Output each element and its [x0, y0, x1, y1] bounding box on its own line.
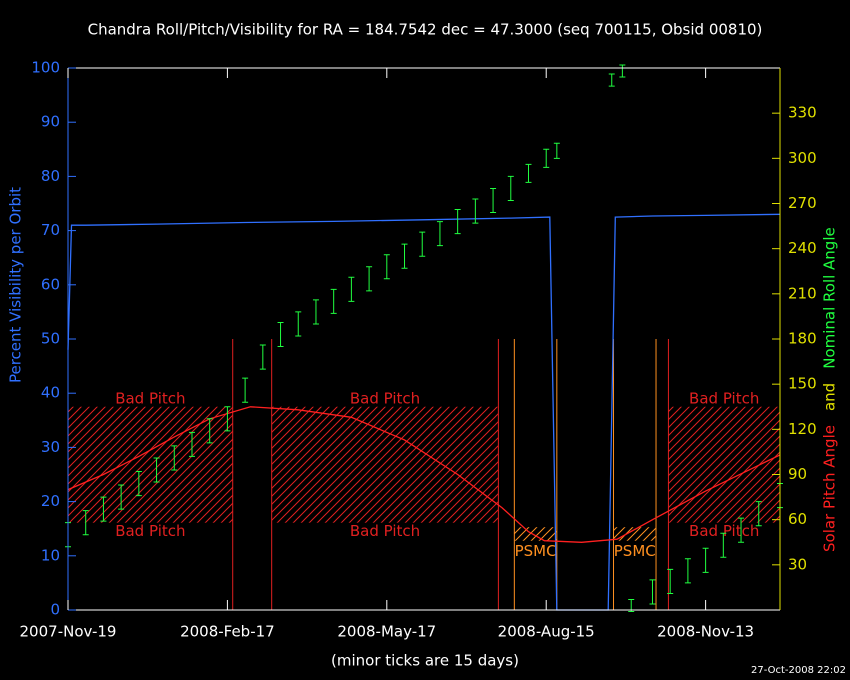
series-line [67, 406, 781, 543]
error-bar [619, 64, 626, 78]
y2-tick-label: 180 [788, 330, 817, 348]
error-bar [667, 568, 674, 594]
error-bar [401, 243, 408, 269]
y-tick-label: 90 [41, 113, 60, 131]
error-bar [684, 558, 691, 584]
y2-tick-label: 210 [788, 284, 817, 302]
region-label: Bad Pitch [350, 522, 420, 540]
y2-tick-label: 330 [788, 104, 817, 122]
error-bar [436, 221, 443, 247]
region-label: Bad Pitch [350, 389, 420, 407]
error-bar [608, 73, 615, 87]
error-bar [312, 299, 319, 325]
x-tick-label: 2008-Feb-17 [180, 623, 275, 641]
chart-title: Chandra Roll/Pitch/Visibility for RA = 1… [88, 21, 763, 39]
region-label: Bad Pitch [689, 522, 759, 540]
error-bar [171, 445, 178, 471]
timestamp: 27-Oct-2008 22:02 [751, 665, 846, 676]
y2-tick-label: 240 [788, 239, 817, 257]
error-bar [206, 418, 213, 444]
y2-axis-label: Solar Pitch Angle [821, 425, 839, 552]
error-bar [553, 142, 560, 159]
error-bar [507, 175, 514, 201]
x-tick-label: 2008-Nov-13 [657, 623, 754, 641]
region [68, 406, 233, 523]
region-label: Bad Pitch [115, 522, 185, 540]
y2-tick-label: 270 [788, 194, 817, 212]
x-axis-label: (minor ticks are 15 days) [331, 652, 519, 670]
error-bar [242, 377, 249, 403]
x-tick-label: 2008-Aug-15 [498, 623, 595, 641]
error-bar [738, 517, 745, 543]
error-bar [543, 148, 550, 168]
series-line [67, 213, 781, 611]
y-tick-label: 50 [41, 330, 60, 348]
error-bar [628, 598, 635, 613]
error-bar [755, 501, 762, 527]
region-label: Bad Pitch [115, 389, 185, 407]
error-bar [419, 231, 426, 257]
y-axis-label: Percent Visibility per Orbit [7, 187, 25, 383]
error-bar [188, 431, 195, 457]
y-tick-label: 10 [41, 546, 60, 564]
error-bar [224, 406, 231, 432]
error-bar [135, 470, 142, 497]
y-tick-label: 30 [41, 438, 60, 456]
x-tick-label: 2007-Nov-19 [20, 623, 117, 641]
error-bar [702, 547, 709, 573]
y-tick-label: 40 [41, 384, 60, 402]
error-bar [82, 510, 89, 536]
y-tick-label: 20 [41, 492, 60, 510]
y-tick-label: 0 [50, 601, 60, 619]
y-tick-label: 80 [41, 167, 60, 185]
error-bar [472, 198, 479, 224]
x-tick-label: 2008-May-17 [337, 623, 436, 641]
error-bar [649, 579, 656, 605]
y-tick-label: 70 [41, 221, 60, 239]
error-bar [490, 187, 497, 214]
y2-axis-label: and [821, 383, 839, 411]
error-bar [454, 209, 461, 235]
region [613, 527, 657, 541]
region-label: Bad Pitch [689, 389, 759, 407]
error-bar [720, 532, 727, 558]
y2-tick-label: 300 [788, 149, 817, 167]
error-bar [118, 484, 125, 510]
error-bar [366, 266, 373, 292]
error-bar [525, 163, 532, 183]
error-bar [259, 344, 266, 370]
region-label: PSMC [614, 542, 656, 560]
error-bar [348, 276, 355, 302]
error-bar [153, 457, 160, 483]
error-bar [383, 254, 390, 280]
y2-tick-label: 30 [788, 555, 807, 573]
y2-tick-label: 90 [788, 465, 807, 483]
region [271, 406, 499, 523]
y2-tick-label: 150 [788, 375, 817, 393]
error-bar [100, 496, 107, 522]
y-tick-label: 60 [41, 275, 60, 293]
y2-tick-label: 120 [788, 420, 817, 438]
error-bar [295, 311, 302, 337]
region [668, 406, 780, 523]
region [514, 527, 557, 541]
y2-axis-label: Nominal Roll Angle [821, 227, 839, 369]
region-label: PSMC [515, 542, 557, 560]
y2-tick-label: 60 [788, 510, 807, 528]
error-bar [277, 321, 284, 348]
error-bar [330, 288, 337, 314]
y-tick-label: 100 [31, 59, 60, 77]
